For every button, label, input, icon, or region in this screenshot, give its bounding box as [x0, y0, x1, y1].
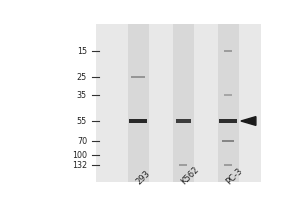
- Bar: [172, 24, 194, 182]
- Bar: [222, 140, 234, 142]
- Bar: [131, 76, 145, 78]
- Text: PC-3: PC-3: [225, 166, 245, 186]
- Bar: [179, 164, 187, 166]
- Text: 132: 132: [72, 160, 87, 170]
- Text: K562: K562: [180, 165, 201, 186]
- Bar: [219, 119, 237, 123]
- Text: 15: 15: [77, 46, 87, 55]
- Text: 70: 70: [77, 136, 87, 146]
- Text: 25: 25: [77, 72, 87, 82]
- Bar: [96, 24, 261, 182]
- Bar: [224, 164, 232, 166]
- Bar: [128, 24, 148, 182]
- Bar: [129, 119, 147, 123]
- Text: 55: 55: [77, 116, 87, 126]
- Text: 35: 35: [77, 90, 87, 99]
- Text: 100: 100: [72, 150, 87, 160]
- Bar: [218, 24, 239, 182]
- Polygon shape: [241, 117, 256, 125]
- Bar: [224, 50, 232, 52]
- Text: 293: 293: [135, 168, 152, 186]
- Bar: [224, 94, 232, 96]
- Bar: [176, 119, 190, 123]
